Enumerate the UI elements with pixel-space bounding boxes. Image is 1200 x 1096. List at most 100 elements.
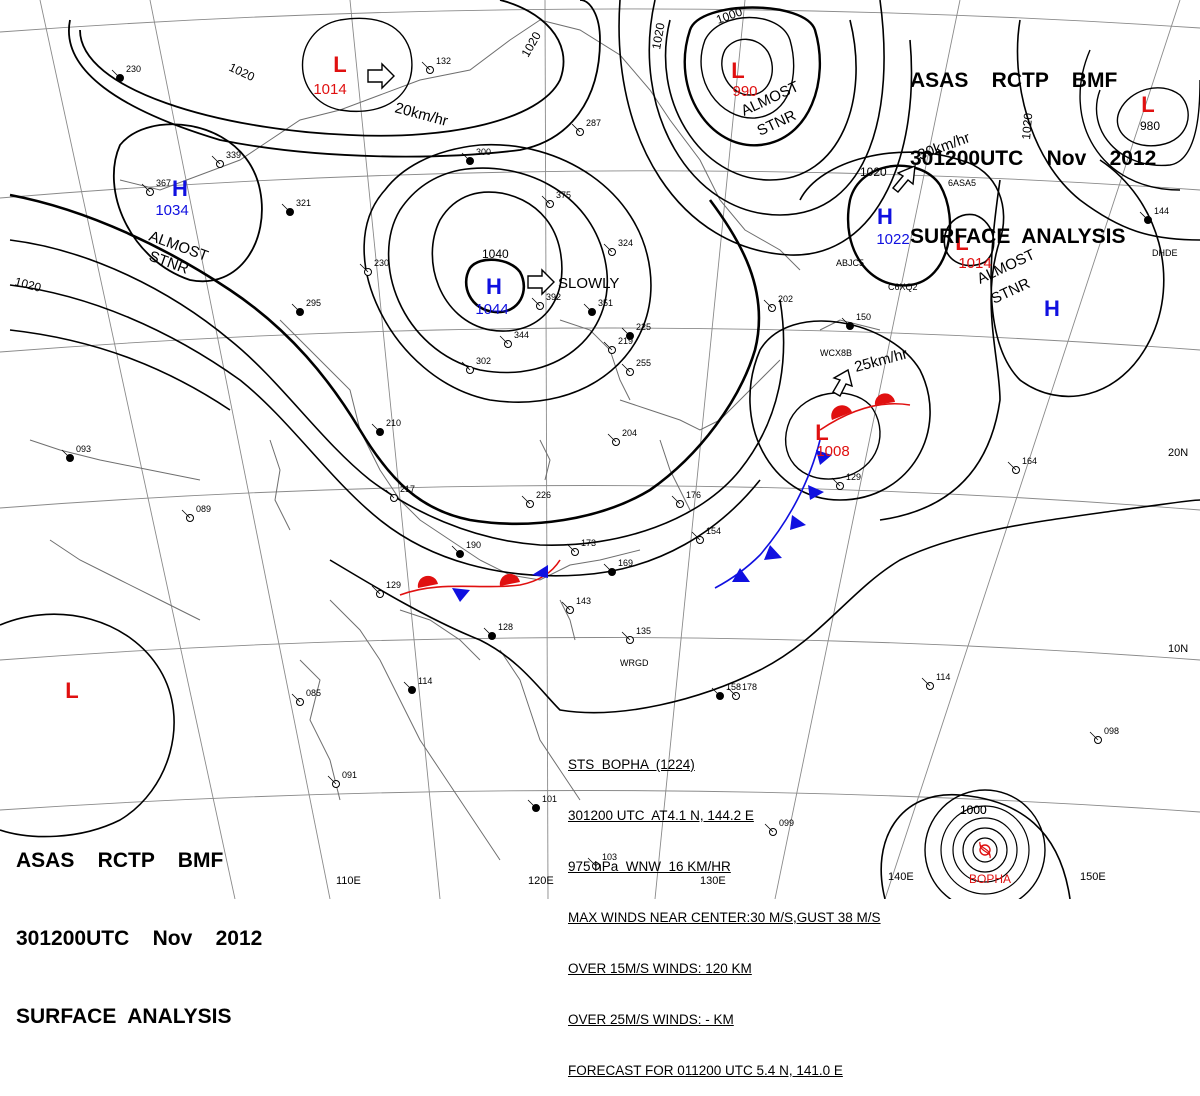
high-symbol: H [486,274,502,299]
ship-id: ABJC5 [836,258,864,268]
wind-barb [691,531,701,541]
station-pressure: 143 [576,596,591,606]
station-pressure: 154 [706,526,721,536]
wind-barb [403,681,413,691]
cold-front-triangle [452,588,470,602]
title-line-2: 301200UTC Nov 2012 [910,147,1157,170]
motion-arrow-central [527,268,555,296]
wind-barb [421,61,431,71]
typhoon-eye [979,844,991,856]
wind-barb [461,152,471,162]
wind-barb [527,799,537,809]
typhoon-info-line: 301200 UTC AT4.1 N, 144.2 E [568,808,754,823]
typhoon: BOPHA 1000 [960,803,1011,886]
ship-id: 6ASA5 [948,178,976,188]
wind-barb [621,327,631,337]
wind-barb [211,155,221,165]
low-value: 1014 [313,81,346,98]
wind-barb [711,687,721,697]
pressure-centers: L 1014 L 990 L 980 H 1034 H 1044 H 1022 … [65,52,1160,703]
wind-barb [541,195,551,205]
station-pressure: 164 [1022,456,1037,466]
wind-barb [291,303,301,313]
cold-front-triangle [764,545,782,560]
station-pressure: 098 [1104,726,1119,736]
high-symbol: H [1044,296,1060,321]
low-symbol: L [333,52,346,77]
lon-label: 130E [700,875,726,887]
title-line-2: 301200UTC Nov 2012 [16,927,263,950]
cold-front-triangle [532,565,548,578]
station-pressure: 255 [636,358,651,368]
station-pressure: 324 [618,238,633,248]
wind-barb [831,477,841,487]
low-value: 1008 [816,443,849,460]
low-value: 980 [1140,119,1160,133]
wind-barb [521,495,531,505]
cold-front-triangle [732,568,750,582]
wind-barb [371,423,381,433]
lon-label: 110E [336,875,361,887]
warm-front-bump [499,573,520,586]
station-pressure: 300 [476,147,491,157]
station-pressure: 091 [342,770,357,780]
ship-id: DHDE [1152,248,1178,258]
high-value: 1034 [155,202,188,219]
isobar-label: 1020 [649,21,667,50]
high-value: 1022 [876,231,909,248]
wind-barb [607,433,617,443]
cold-front-triangle [808,485,824,500]
station-pressure: 093 [76,444,91,454]
typhoon-info-line: MAX WINDS NEAR CENTER:30 M/S,GUST 38 M/S [568,910,881,925]
station-pressure: 295 [306,298,321,308]
wind-barb [621,631,631,641]
wind-barb [281,203,291,213]
high-symbol: H [172,176,188,201]
lon-label: 150E [1080,871,1106,883]
high-value: 1044 [475,301,508,318]
low-symbol: L [815,420,828,445]
station-pressure: 176 [686,490,701,500]
wind-barb [327,775,337,785]
station-pressure: 230 [374,258,389,268]
station-pressure: 321 [296,198,311,208]
wind-barb [921,677,931,687]
wind-barb [763,299,773,309]
isobar-label: 1020 [860,165,887,179]
wind-barb [461,361,471,371]
typhoon-info-line: FORECAST FOR 011200 UTC 5.4 N, 141.0 E [568,1063,843,1078]
station-pressure: 128 [498,622,513,632]
station-pressure: 339 [226,150,241,160]
station-pressure: 129 [386,580,401,590]
lat-label: 10N [1168,643,1188,655]
lon-label: 140E [888,871,914,883]
wind-barb [603,341,613,351]
motion-arrow-front [832,368,853,397]
wind-barb [561,601,571,611]
wind-barb [583,303,593,313]
coastlines [29,19,881,861]
wind-barb [141,183,151,193]
wind-barb [531,297,541,307]
station-pressure: 344 [514,330,529,340]
station-pressure: 217 [400,484,415,494]
wind-barb [1007,461,1017,471]
isobar-label: 1000 [960,803,987,817]
wind-barb [291,693,301,703]
station-pressure: 129 [846,472,861,482]
wind-barb [371,585,381,595]
weather-map: L 1014 L 990 L 980 H 1034 H 1044 H 1022 … [0,0,1200,899]
typhoon-symbol [979,841,991,859]
typhoon-name: BOPHA [969,872,1011,886]
wind-barb [621,363,631,373]
motion-arrow-ne [892,164,916,193]
typhoon-info-line: STS BOPHA (1224) [568,757,695,772]
station-pressure: 219 [618,336,633,346]
warm-front-bump [417,575,438,588]
station-pressure: 392 [546,292,561,302]
lon-label: 120E [528,875,554,887]
ship-ids: ABJC5 C6XQ2 WCX8B WRGD 6ASA5 DHDE [620,178,1178,668]
station-pressure: 085 [306,688,321,698]
low-value: 990 [732,83,757,100]
wind-barb [571,123,581,133]
